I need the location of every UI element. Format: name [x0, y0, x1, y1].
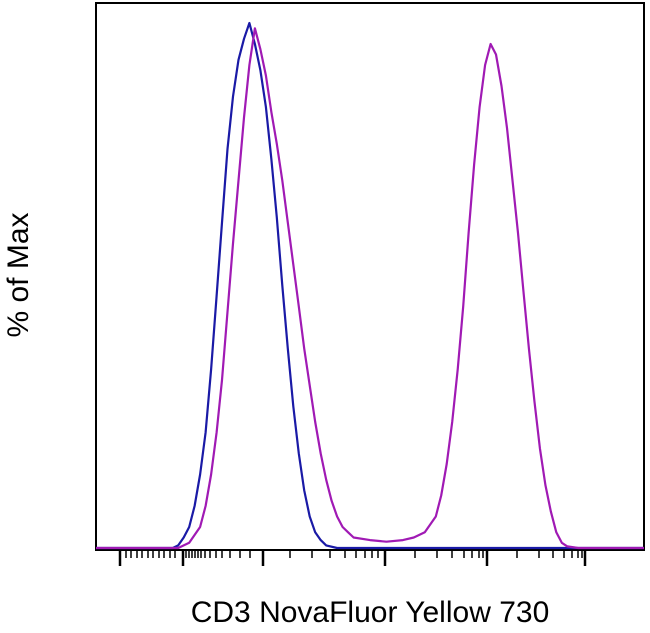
- plot-frame: [95, 2, 645, 551]
- series-layer: [96, 21, 644, 550]
- x-axis-ticks: [118, 550, 587, 566]
- y-axis-label: % of Max: [2, 212, 35, 337]
- series-line-2: [96, 27, 644, 550]
- x-axis-label: CD3 NovaFluor Yellow 730: [191, 596, 550, 629]
- series-line-1: [96, 21, 644, 550]
